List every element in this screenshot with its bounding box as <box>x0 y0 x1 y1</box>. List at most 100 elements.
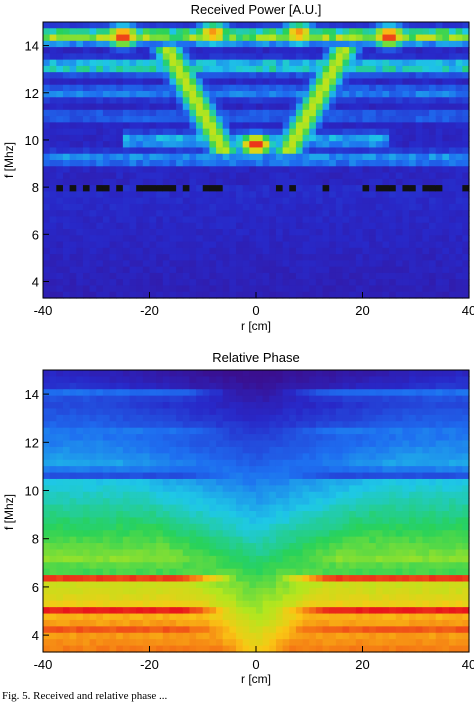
heatmap-cell <box>196 645 204 653</box>
heatmap-cell <box>209 91 217 98</box>
heatmap-cell <box>315 97 324 105</box>
heatmap-cell <box>149 581 157 589</box>
heatmap-cell <box>96 555 104 563</box>
heatmap-cell <box>409 53 417 61</box>
heatmap-cell <box>275 122 284 130</box>
heatmap-cell <box>136 619 144 627</box>
heatmap-cell <box>209 178 217 186</box>
heatmap-cell <box>275 53 284 61</box>
heatmap-cell <box>275 619 284 627</box>
heatmap-cell <box>289 639 297 647</box>
heatmap-cell <box>222 260 230 268</box>
heatmap-cell <box>69 504 77 512</box>
heatmap-cell <box>262 166 270 174</box>
heatmap-cell <box>189 408 197 416</box>
heatmap-cell <box>335 153 344 161</box>
heatmap-cell <box>209 241 217 249</box>
heatmap-cell <box>189 440 197 448</box>
heatmap-cell <box>56 235 64 243</box>
heatmap-cell <box>329 575 337 583</box>
heatmap-cell <box>289 498 297 506</box>
heatmap-cell <box>209 197 217 205</box>
heatmap-cell <box>242 639 250 647</box>
heatmap-cell <box>349 203 357 211</box>
heatmap-cell <box>149 185 157 192</box>
heatmap-cell <box>229 408 237 416</box>
heatmap-cell <box>275 414 284 422</box>
heatmap-cell <box>262 504 270 512</box>
heatmap-cell <box>56 478 64 486</box>
heatmap-cell <box>455 72 463 80</box>
heatmap-cell <box>242 382 250 390</box>
heatmap-cell <box>335 427 344 435</box>
heatmap-cell <box>142 235 151 243</box>
heatmap-cell <box>176 235 184 243</box>
heatmap-cell <box>342 153 350 161</box>
heatmap-cell <box>49 523 57 531</box>
heatmap-cell <box>62 376 71 384</box>
heatmap-cell <box>222 549 230 557</box>
heatmap-cell <box>182 65 191 73</box>
heatmap-cell <box>43 587 51 595</box>
heatmap-cell <box>169 197 177 205</box>
heatmap-cell <box>422 122 430 130</box>
heatmap-cell <box>449 266 457 274</box>
heatmap-cell <box>96 285 104 293</box>
heatmap-cell <box>395 65 404 73</box>
heatmap-cell <box>209 266 217 274</box>
heatmap-cell <box>142 210 151 218</box>
heatmap-cell <box>309 65 317 73</box>
heatmap-cell <box>355 478 364 486</box>
heatmap-cell <box>176 382 184 390</box>
heatmap-cell <box>355 210 364 218</box>
heatmap-cell <box>142 28 151 36</box>
heatmap-cell <box>342 549 350 557</box>
heatmap-cell <box>216 370 224 378</box>
heatmap-cell <box>136 141 144 149</box>
heatmap-cell <box>322 619 330 627</box>
heatmap-cell <box>375 103 384 111</box>
heatmap-cell <box>402 272 410 280</box>
heatmap-cell <box>295 555 304 563</box>
heatmap-cell <box>176 266 184 274</box>
heatmap-cell <box>202 632 211 640</box>
heatmap-cell <box>342 279 350 287</box>
heatmap-cell <box>102 65 111 73</box>
heatmap-cell <box>335 22 344 29</box>
heatmap-cell <box>315 530 324 538</box>
heatmap-cell <box>442 109 450 117</box>
heatmap-cell <box>389 197 397 205</box>
heatmap-cell <box>202 172 211 180</box>
heatmap-cell <box>169 440 177 448</box>
heatmap-cell <box>422 254 430 261</box>
heatmap-cell <box>43 459 51 467</box>
heatmap-cell <box>216 402 224 410</box>
heatmap-cell <box>342 389 350 397</box>
heatmap-cell <box>222 65 230 73</box>
heatmap-cell <box>335 235 344 243</box>
heatmap-cell <box>69 22 77 29</box>
heatmap-cell <box>242 619 250 627</box>
heatmap-cell <box>182 517 191 525</box>
heatmap-cell <box>236 459 244 467</box>
heatmap-cell <box>69 235 77 243</box>
heatmap-cell <box>269 91 277 98</box>
heatmap-cell <box>322 427 330 435</box>
heatmap-cell <box>76 178 84 186</box>
heatmap-cell <box>122 581 131 589</box>
heatmap-cell <box>229 562 237 570</box>
heatmap-cell <box>375 141 384 149</box>
heatmap-cell <box>362 53 370 61</box>
heatmap-cell <box>315 607 324 615</box>
heatmap-cell <box>96 109 104 117</box>
heatmap-cell <box>262 103 270 111</box>
heatmap-cell <box>355 536 364 544</box>
heatmap-cell <box>442 141 450 149</box>
heatmap-cell <box>196 453 204 461</box>
heatmap-cell <box>89 216 97 224</box>
heatmap-cell <box>349 511 357 519</box>
heatmap-cell <box>322 421 330 429</box>
heatmap-cell <box>82 147 91 155</box>
heatmap-cell <box>142 523 151 531</box>
heatmap-cell <box>236 536 244 544</box>
